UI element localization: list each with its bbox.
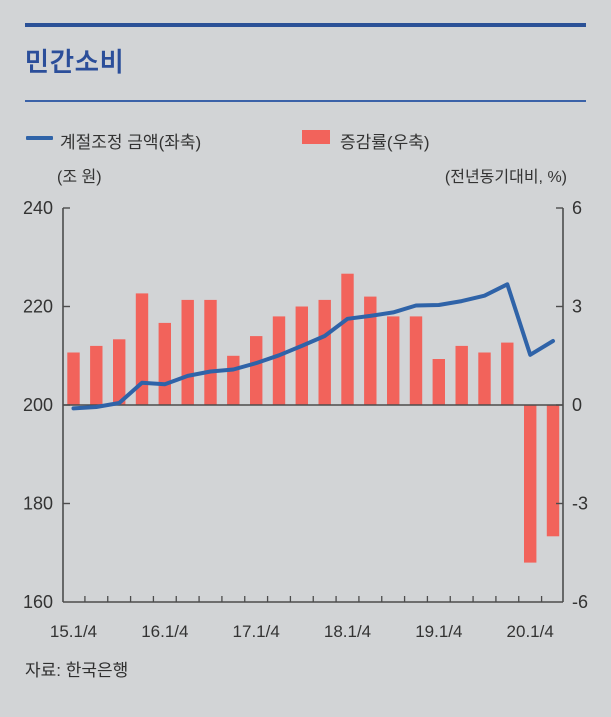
growth-rate-bar [409, 316, 423, 405]
growth-rate-bar [158, 322, 171, 405]
x-axis-tick-label: 15.1/4 [50, 622, 97, 641]
x-axis-tick-label: 16.1/4 [141, 622, 188, 641]
legend-line-label: 계절조정 금액(좌축) [60, 133, 202, 152]
left-axis-tick-label: 180 [23, 494, 53, 514]
left-axis-tick-label: 160 [23, 592, 53, 612]
growth-rate-bar [455, 345, 468, 405]
legend-bar-swatch-icon [302, 130, 330, 144]
growth-rate-bar [113, 339, 126, 405]
growth-rate-bar [295, 306, 308, 405]
legend-bar-label: 증감률(우축) [340, 133, 430, 152]
growth-rate-bar [318, 299, 331, 405]
growth-rate-bar [204, 299, 217, 405]
growth-rate-bar [90, 345, 103, 405]
x-axis-tick-label: 18.1/4 [324, 622, 371, 641]
legend-line-swatch-icon [26, 136, 53, 140]
left-axis-tick-label: 200 [23, 395, 53, 415]
x-axis-tick-label: 17.1/4 [233, 622, 280, 641]
left-axis-unit-label: (조 원) [57, 169, 102, 186]
growth-rate-bar [478, 352, 491, 405]
growth-rate-bar [67, 352, 80, 405]
growth-rate-bar [272, 316, 286, 405]
right-axis-unit-label: (전년동기대비, %) [444, 169, 567, 186]
right-axis-tick-label: -6 [572, 592, 588, 612]
page-title: 민간소비 [25, 47, 125, 77]
growth-rate-bar [432, 359, 445, 405]
growth-rate-bar [135, 293, 149, 405]
header-divider [25, 100, 586, 102]
growth-rate-bar [387, 316, 400, 405]
growth-rate-bar [341, 273, 354, 405]
growth-rate-bar [250, 336, 263, 405]
seasonally-adjusted-line [71, 282, 555, 411]
left-axis-tick-label: 220 [23, 297, 53, 317]
header-top-rule [25, 23, 586, 27]
growth-rate-bar [364, 296, 377, 405]
source-note: 자료: 한국은행 [25, 661, 129, 680]
x-axis-tick-label: 20.1/4 [507, 622, 554, 641]
right-axis-tick-label: 6 [572, 198, 582, 218]
growth-rate-bar [227, 355, 240, 406]
right-axis-tick-label: 3 [572, 297, 582, 317]
right-axis-tick-label: 0 [572, 395, 582, 415]
growth-rate-bar [546, 405, 560, 537]
right-axis-tick-label: -3 [572, 494, 588, 514]
left-axis-tick-label: 240 [23, 198, 53, 218]
growth-rate-bar [524, 405, 537, 563]
growth-rate-bar [501, 342, 514, 405]
x-axis-tick-label: 19.1/4 [415, 622, 462, 641]
growth-rate-bar [181, 299, 194, 405]
